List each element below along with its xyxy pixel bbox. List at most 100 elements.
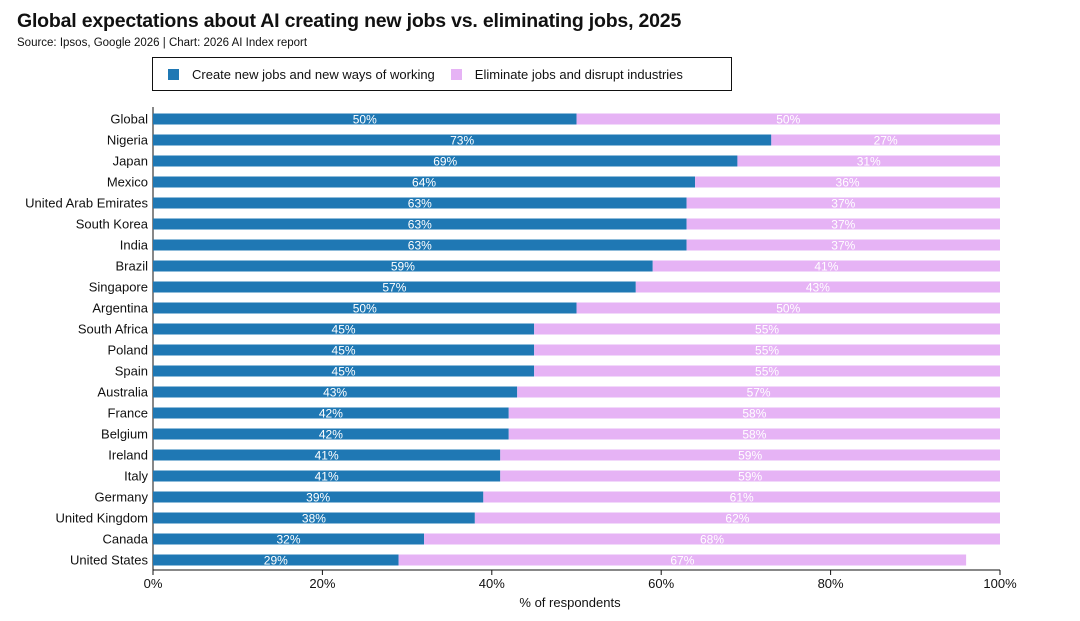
legend-swatch-eliminate [450, 68, 462, 80]
x-tick-label: 40% [479, 576, 505, 591]
data-label-eliminate: 36% [836, 176, 860, 190]
bar-eliminate [534, 365, 1000, 377]
bar-create [153, 470, 501, 482]
data-label-create: 32% [277, 533, 301, 547]
category-label: Ireland [108, 448, 148, 463]
bar-create [153, 554, 399, 566]
bar-create [153, 134, 772, 146]
data-label-create: 63% [408, 197, 432, 211]
category-label: Poland [108, 343, 148, 358]
data-label-eliminate: 55% [755, 365, 779, 379]
data-label-eliminate: 27% [874, 134, 898, 148]
bar-create [153, 197, 687, 209]
data-label-create: 42% [319, 428, 343, 442]
bar-eliminate [517, 386, 1000, 398]
data-label-eliminate: 68% [700, 533, 724, 547]
category-label: Nigeria [107, 133, 149, 148]
x-tick-label: 80% [818, 576, 844, 591]
bar-eliminate [576, 113, 1000, 125]
bar-eliminate [695, 176, 1000, 188]
bar-create [153, 512, 475, 524]
data-label-eliminate: 59% [738, 470, 762, 484]
bar-eliminate [474, 512, 1000, 524]
bar-eliminate [500, 470, 1000, 482]
x-tick-label: 20% [309, 576, 335, 591]
data-label-eliminate: 50% [776, 302, 800, 316]
bar-create [153, 365, 535, 377]
bar-create [153, 239, 687, 251]
bar-create [153, 533, 425, 545]
bar-create [153, 281, 636, 293]
bar-eliminate [737, 155, 1000, 167]
x-tick-label: 0% [144, 576, 163, 591]
bar-eliminate [500, 449, 1000, 461]
data-label-eliminate: 62% [725, 512, 749, 526]
x-tick-label: 60% [648, 576, 674, 591]
data-label-create: 43% [323, 386, 347, 400]
bar-create [153, 491, 484, 503]
bar-eliminate [771, 134, 1000, 146]
legend-item-eliminate: Eliminate jobs and disrupt industries [450, 67, 683, 82]
category-label: South Africa [78, 322, 149, 337]
chart-source: Source: Ipsos, Google 2026 | Chart: 2026… [17, 37, 308, 49]
bar-create [153, 176, 696, 188]
category-label: Singapore [89, 280, 148, 295]
data-label-create: 41% [315, 449, 339, 463]
category-label: France [108, 406, 148, 421]
bar-eliminate [576, 302, 1000, 314]
data-label-eliminate: 41% [814, 260, 838, 274]
category-label: Spain [115, 364, 148, 379]
bar-eliminate [652, 260, 1000, 272]
bar-eliminate [508, 428, 1000, 440]
data-label-eliminate: 57% [747, 386, 771, 400]
bar-create [153, 386, 518, 398]
data-label-create: 57% [382, 281, 406, 295]
chart-title: Global expectations about AI creating ne… [17, 10, 682, 32]
category-label: United Kingdom [56, 511, 149, 526]
bar-create [153, 218, 687, 230]
category-label: Australia [97, 385, 148, 400]
x-axis-label: % of respondents [519, 595, 621, 610]
data-label-create: 50% [353, 113, 377, 127]
data-label-eliminate: 59% [738, 449, 762, 463]
bar-create [153, 155, 738, 167]
data-label-create: 59% [391, 260, 415, 274]
bar-eliminate [534, 344, 1000, 356]
data-label-eliminate: 55% [755, 323, 779, 337]
legend: Create new jobs and new ways of working … [152, 57, 732, 91]
category-label: South Korea [76, 217, 149, 232]
bar-eliminate [398, 554, 967, 566]
bar-create [153, 344, 535, 356]
data-label-create: 41% [315, 470, 339, 484]
bar-eliminate [635, 281, 1000, 293]
data-label-create: 42% [319, 407, 343, 421]
category-label: United States [70, 553, 149, 568]
data-label-eliminate: 67% [670, 554, 694, 568]
data-label-create: 45% [332, 344, 356, 358]
data-label-eliminate: 61% [730, 491, 754, 505]
data-label-eliminate: 58% [742, 428, 766, 442]
data-label-eliminate: 55% [755, 344, 779, 358]
bar-eliminate [686, 197, 1000, 209]
data-label-eliminate: 37% [831, 197, 855, 211]
data-label-create: 63% [408, 218, 432, 232]
category-label: India [120, 238, 149, 253]
x-tick-label: 100% [983, 576, 1017, 591]
bar-eliminate [424, 533, 1000, 545]
data-label-create: 38% [302, 512, 326, 526]
data-label-create: 45% [332, 323, 356, 337]
data-label-eliminate: 50% [776, 113, 800, 127]
legend-item-create: Create new jobs and new ways of working [168, 67, 435, 82]
bar-create [153, 428, 509, 440]
data-label-create: 73% [450, 134, 474, 148]
data-label-create: 29% [264, 554, 288, 568]
data-label-eliminate: 31% [857, 155, 881, 169]
data-label-eliminate: 43% [806, 281, 830, 295]
bar-create [153, 407, 509, 419]
bar-eliminate [508, 407, 1000, 419]
data-label-create: 69% [433, 155, 457, 169]
category-label: Italy [124, 469, 148, 484]
category-label: United Arab Emirates [25, 196, 148, 211]
category-label: Brazil [115, 259, 148, 274]
